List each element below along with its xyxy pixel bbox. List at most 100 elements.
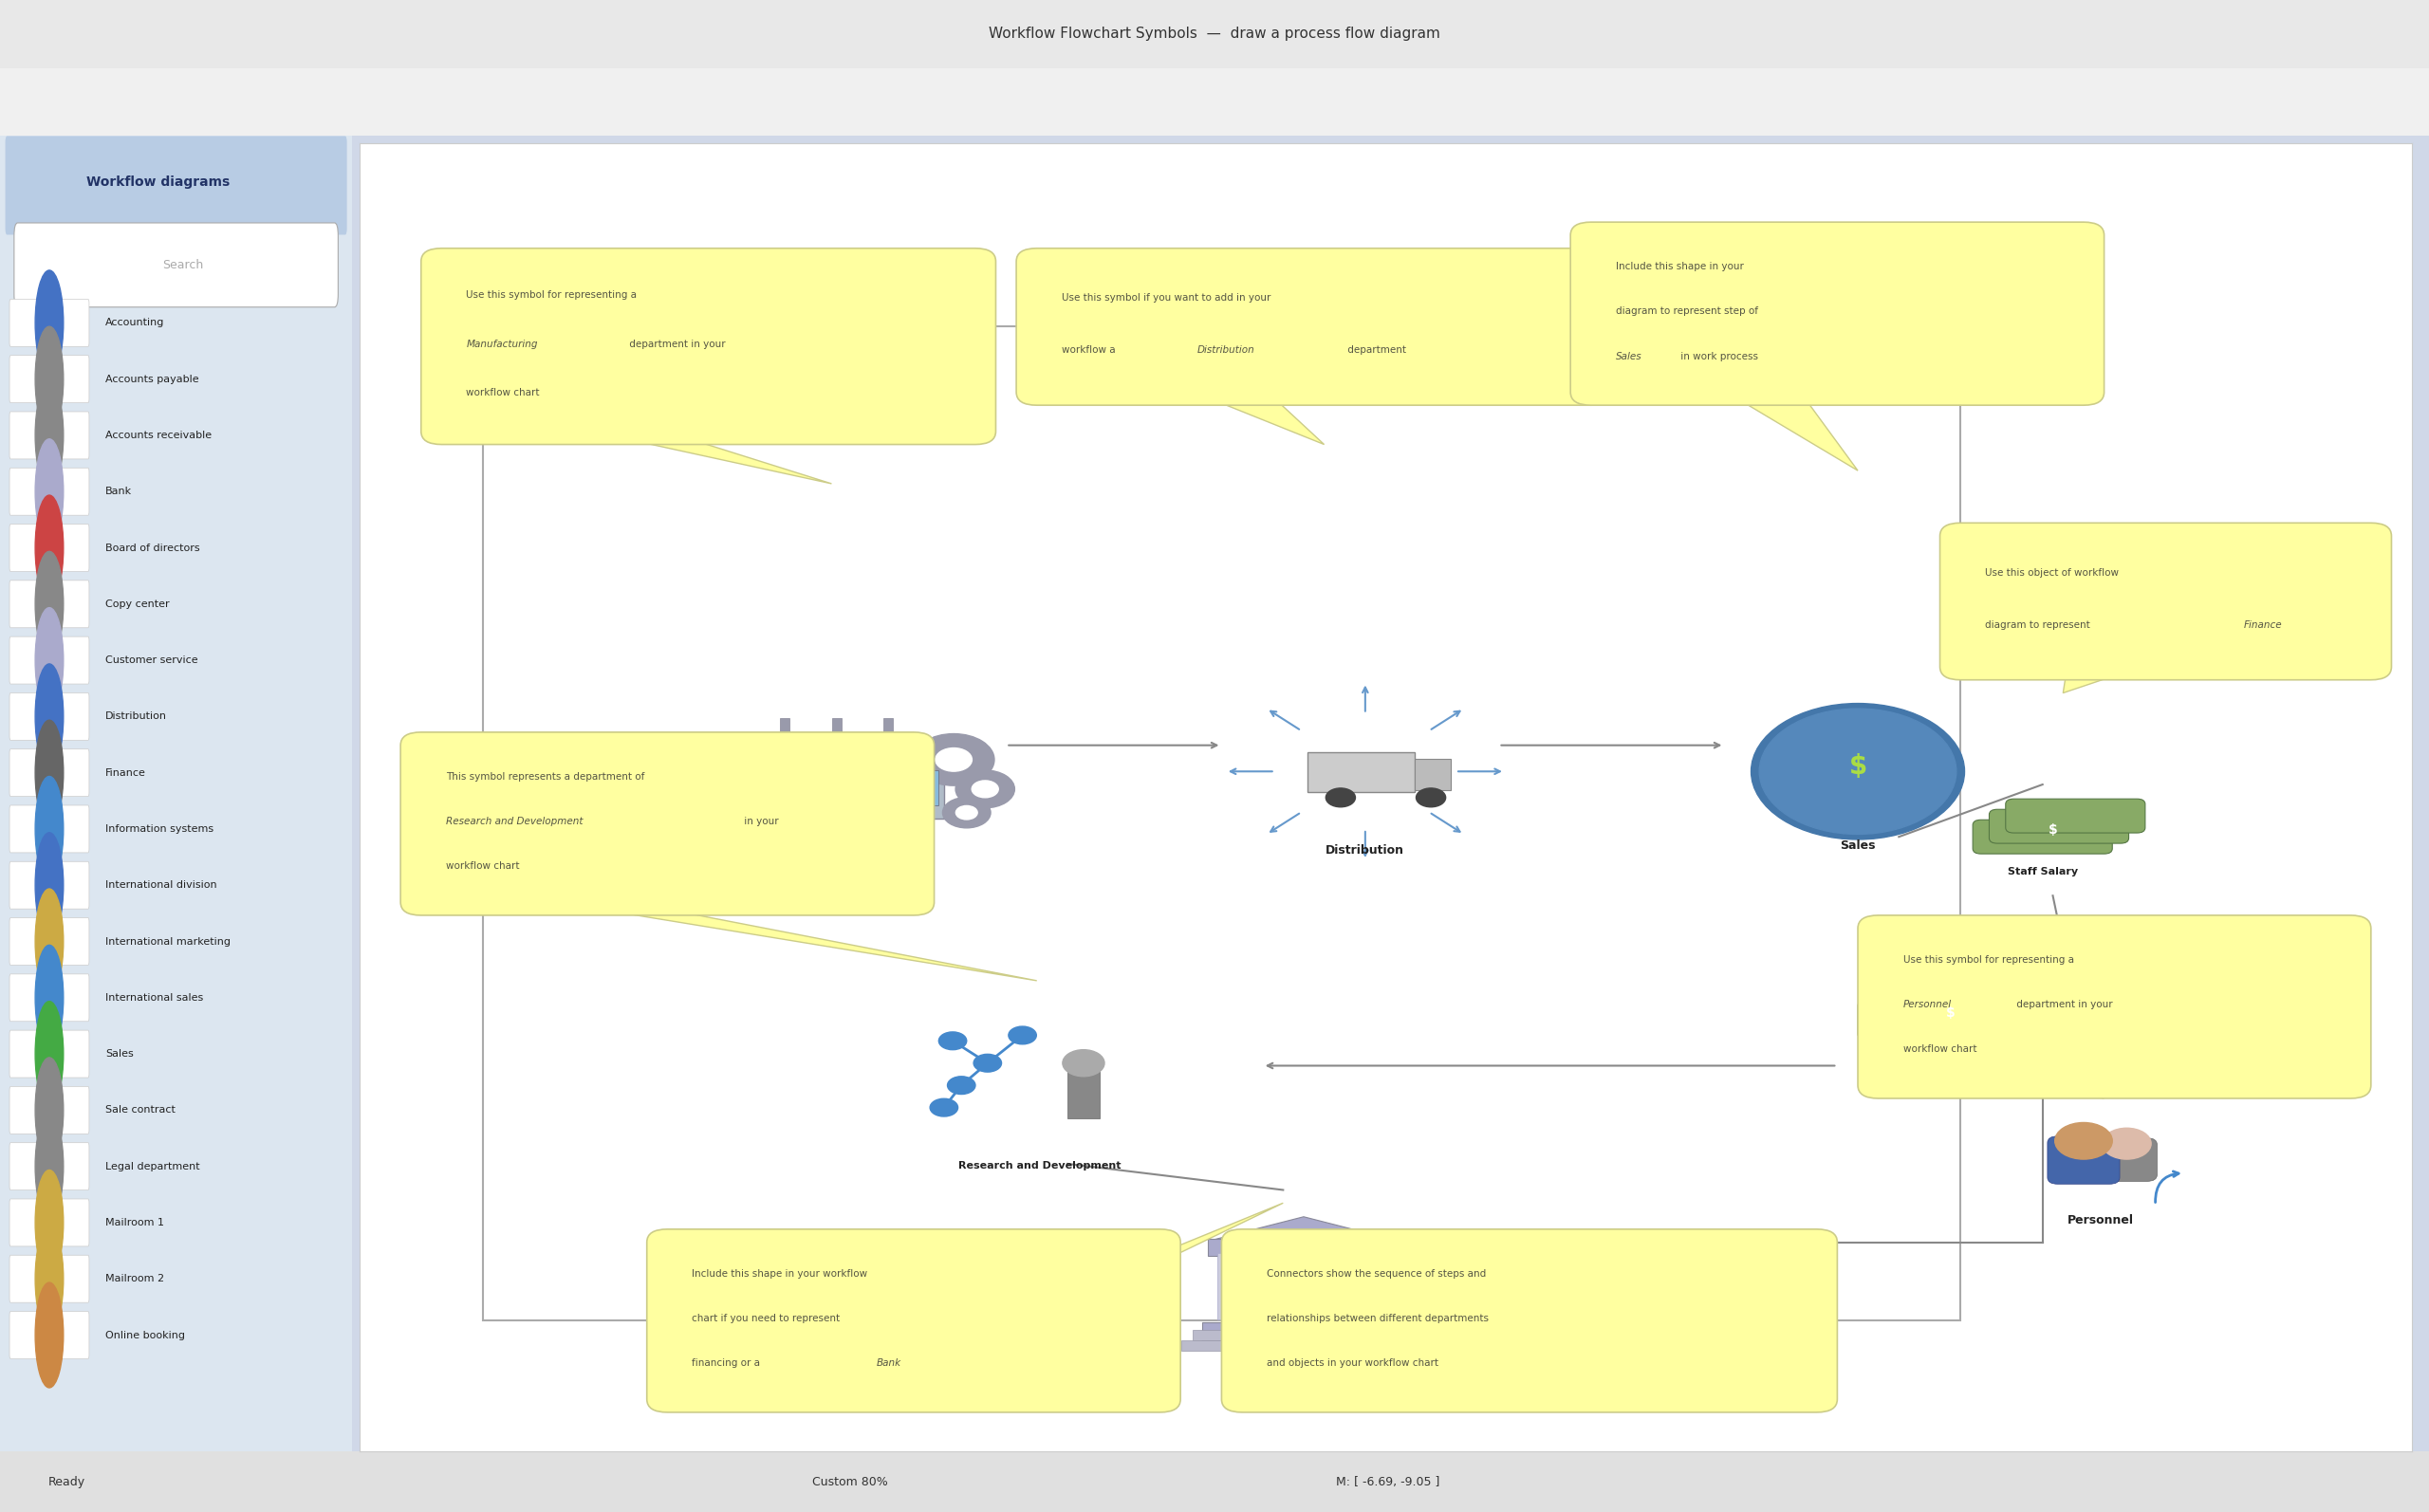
FancyBboxPatch shape bbox=[1183, 1340, 1426, 1350]
FancyBboxPatch shape bbox=[10, 1087, 90, 1134]
Text: Use this symbol for representing a: Use this symbol for representing a bbox=[466, 290, 636, 299]
Circle shape bbox=[1751, 703, 1965, 839]
Text: Sales Revenue: Sales Revenue bbox=[1897, 1055, 1982, 1064]
FancyBboxPatch shape bbox=[833, 718, 840, 759]
Text: chart if you need to represent: chart if you need to represent bbox=[692, 1314, 840, 1323]
FancyBboxPatch shape bbox=[10, 637, 90, 683]
Text: Sale contract: Sale contract bbox=[107, 1105, 175, 1114]
Text: Personnel: Personnel bbox=[2067, 1214, 2135, 1226]
FancyBboxPatch shape bbox=[10, 355, 90, 402]
FancyBboxPatch shape bbox=[770, 770, 806, 806]
Text: Distribution: Distribution bbox=[1326, 845, 1404, 857]
Circle shape bbox=[36, 1001, 63, 1107]
FancyBboxPatch shape bbox=[15, 222, 338, 307]
Polygon shape bbox=[2006, 1086, 2104, 1098]
Circle shape bbox=[36, 438, 63, 544]
FancyBboxPatch shape bbox=[1572, 222, 2104, 405]
Polygon shape bbox=[556, 903, 1037, 981]
FancyBboxPatch shape bbox=[10, 467, 90, 516]
Circle shape bbox=[1326, 788, 1355, 807]
FancyBboxPatch shape bbox=[401, 732, 935, 915]
Text: Online booking: Online booking bbox=[107, 1331, 185, 1340]
FancyBboxPatch shape bbox=[10, 806, 90, 853]
Text: Legal department: Legal department bbox=[107, 1161, 199, 1172]
Text: Finance: Finance bbox=[2244, 620, 2283, 629]
Polygon shape bbox=[1212, 1217, 1397, 1240]
FancyBboxPatch shape bbox=[5, 136, 347, 234]
FancyBboxPatch shape bbox=[10, 862, 90, 909]
FancyBboxPatch shape bbox=[780, 718, 789, 759]
Circle shape bbox=[935, 748, 972, 771]
Circle shape bbox=[974, 1054, 1001, 1072]
Text: Staff Salary: Staff Salary bbox=[2006, 866, 2077, 875]
Circle shape bbox=[36, 552, 63, 656]
FancyBboxPatch shape bbox=[420, 248, 996, 445]
Text: International division: International division bbox=[107, 880, 216, 891]
Circle shape bbox=[36, 889, 63, 993]
FancyBboxPatch shape bbox=[1193, 1329, 1414, 1340]
Polygon shape bbox=[590, 431, 831, 484]
Text: Distribution: Distribution bbox=[107, 712, 168, 721]
Text: department: department bbox=[1346, 346, 1406, 355]
Circle shape bbox=[36, 383, 63, 488]
FancyBboxPatch shape bbox=[10, 299, 90, 346]
Text: International marketing: International marketing bbox=[107, 937, 231, 947]
Circle shape bbox=[36, 1170, 63, 1275]
Circle shape bbox=[930, 1099, 957, 1116]
FancyBboxPatch shape bbox=[1989, 809, 2128, 844]
Circle shape bbox=[36, 776, 63, 881]
Text: Sales: Sales bbox=[1841, 839, 1875, 851]
Text: Connectors show the sequence of steps and: Connectors show the sequence of steps an… bbox=[1266, 1269, 1487, 1278]
Text: department in your: department in your bbox=[627, 339, 726, 349]
FancyBboxPatch shape bbox=[10, 411, 90, 460]
Text: in your: in your bbox=[741, 816, 780, 826]
Text: diagram to represent: diagram to represent bbox=[1984, 620, 2094, 629]
Circle shape bbox=[36, 720, 63, 826]
Text: Research and Development: Research and Development bbox=[959, 1161, 1122, 1170]
Text: Copy center: Copy center bbox=[107, 599, 170, 609]
FancyBboxPatch shape bbox=[1890, 980, 2055, 1019]
FancyBboxPatch shape bbox=[1207, 1240, 1399, 1255]
FancyBboxPatch shape bbox=[10, 1255, 90, 1302]
Text: Production: Production bbox=[816, 848, 889, 860]
FancyBboxPatch shape bbox=[10, 1030, 90, 1078]
FancyBboxPatch shape bbox=[2048, 1136, 2121, 1184]
FancyBboxPatch shape bbox=[1972, 820, 2113, 854]
FancyBboxPatch shape bbox=[2091, 1139, 2157, 1181]
FancyBboxPatch shape bbox=[10, 581, 90, 627]
Text: Mailroom 1: Mailroom 1 bbox=[107, 1217, 165, 1228]
Circle shape bbox=[36, 664, 63, 770]
Text: workflow chart: workflow chart bbox=[466, 387, 539, 398]
Text: Search: Search bbox=[163, 259, 204, 271]
FancyBboxPatch shape bbox=[760, 759, 945, 818]
Text: Investment: Investment bbox=[1266, 1370, 1341, 1382]
Circle shape bbox=[1416, 788, 1445, 807]
FancyBboxPatch shape bbox=[10, 974, 90, 1022]
Text: Use this symbol for representing a: Use this symbol for representing a bbox=[1902, 956, 2074, 965]
FancyBboxPatch shape bbox=[10, 692, 90, 741]
Text: financing or a: financing or a bbox=[692, 1359, 763, 1368]
Polygon shape bbox=[2062, 667, 2140, 692]
Circle shape bbox=[1759, 709, 1955, 835]
FancyBboxPatch shape bbox=[10, 525, 90, 572]
Text: M: [ -6.69, -9.05 ]: M: [ -6.69, -9.05 ] bbox=[1336, 1476, 1440, 1488]
Polygon shape bbox=[804, 1204, 1283, 1399]
Circle shape bbox=[36, 608, 63, 712]
Text: Custom 80%: Custom 80% bbox=[811, 1476, 889, 1488]
Text: diagram to represent step of: diagram to represent step of bbox=[1615, 307, 1759, 316]
Polygon shape bbox=[1193, 392, 1324, 445]
Text: relationships between different departments: relationships between different departme… bbox=[1266, 1314, 1489, 1323]
FancyBboxPatch shape bbox=[1066, 1069, 1100, 1119]
Circle shape bbox=[942, 797, 991, 829]
Circle shape bbox=[938, 1033, 967, 1049]
Text: workflow chart: workflow chart bbox=[1902, 1045, 1977, 1054]
Circle shape bbox=[1008, 1027, 1037, 1045]
Text: Customer service: Customer service bbox=[107, 656, 199, 665]
Circle shape bbox=[36, 496, 63, 600]
Text: This symbol represents a department of: This symbol represents a department of bbox=[445, 773, 644, 782]
FancyBboxPatch shape bbox=[10, 1143, 90, 1190]
FancyBboxPatch shape bbox=[1222, 1229, 1836, 1412]
Circle shape bbox=[2055, 1122, 2113, 1160]
Text: Bank: Bank bbox=[107, 487, 131, 496]
Circle shape bbox=[36, 1057, 63, 1163]
